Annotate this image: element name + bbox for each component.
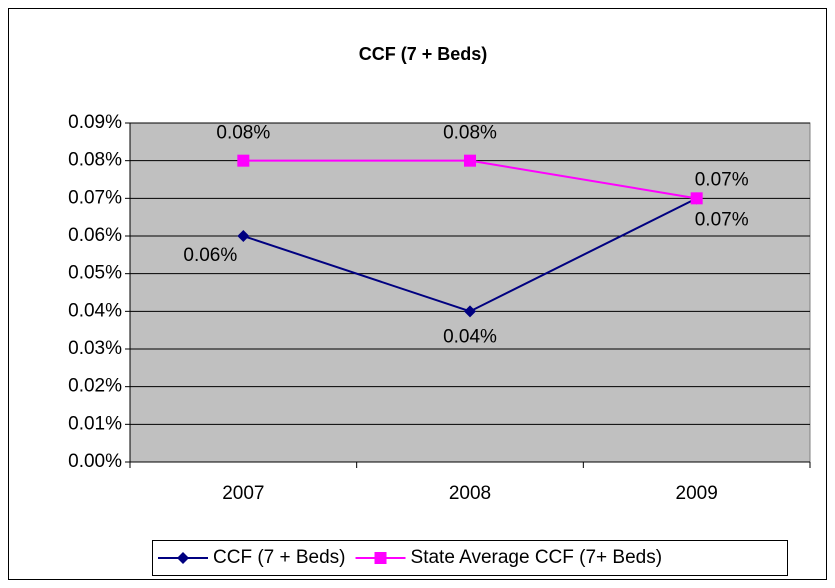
- y-tick-label: 0.04%: [68, 300, 122, 321]
- legend-label: CCF (7 + Beds): [213, 547, 346, 568]
- y-tick-label: 0.03%: [68, 338, 122, 359]
- y-tick-label: 0.02%: [68, 376, 122, 397]
- data-label: 0.08%: [443, 123, 497, 144]
- x-tick-label: 2009: [676, 483, 718, 504]
- y-tick-label: 0.09%: [68, 112, 122, 133]
- x-tick-label: 2007: [222, 483, 264, 504]
- legend-label: State Average CCF (7+ Beds): [411, 547, 663, 568]
- marker: [690, 192, 703, 205]
- data-label: 0.04%: [443, 326, 497, 347]
- legend-box: [152, 540, 788, 576]
- y-tick-label: 0.07%: [68, 187, 122, 208]
- marker: [237, 154, 250, 167]
- plot-area: [129, 122, 811, 463]
- data-label: 0.07%: [695, 209, 749, 230]
- marker: [177, 552, 189, 564]
- marker: [464, 305, 476, 318]
- marker: [237, 230, 250, 242]
- marker: [374, 552, 387, 564]
- y-tick-label: 0.06%: [68, 225, 122, 246]
- data-label: 0.06%: [183, 245, 237, 266]
- y-tick-label: 0.01%: [68, 413, 122, 434]
- data-label: 0.07%: [695, 169, 749, 190]
- chart-title: CCF (7 + Beds): [359, 44, 488, 64]
- x-tick-label: 2008: [449, 483, 491, 504]
- marker: [464, 154, 476, 167]
- y-tick-label: 0.00%: [68, 451, 122, 472]
- data-label: 0.08%: [216, 123, 270, 144]
- y-tick-label: 0.08%: [68, 150, 122, 171]
- y-tick-label: 0.05%: [68, 263, 122, 284]
